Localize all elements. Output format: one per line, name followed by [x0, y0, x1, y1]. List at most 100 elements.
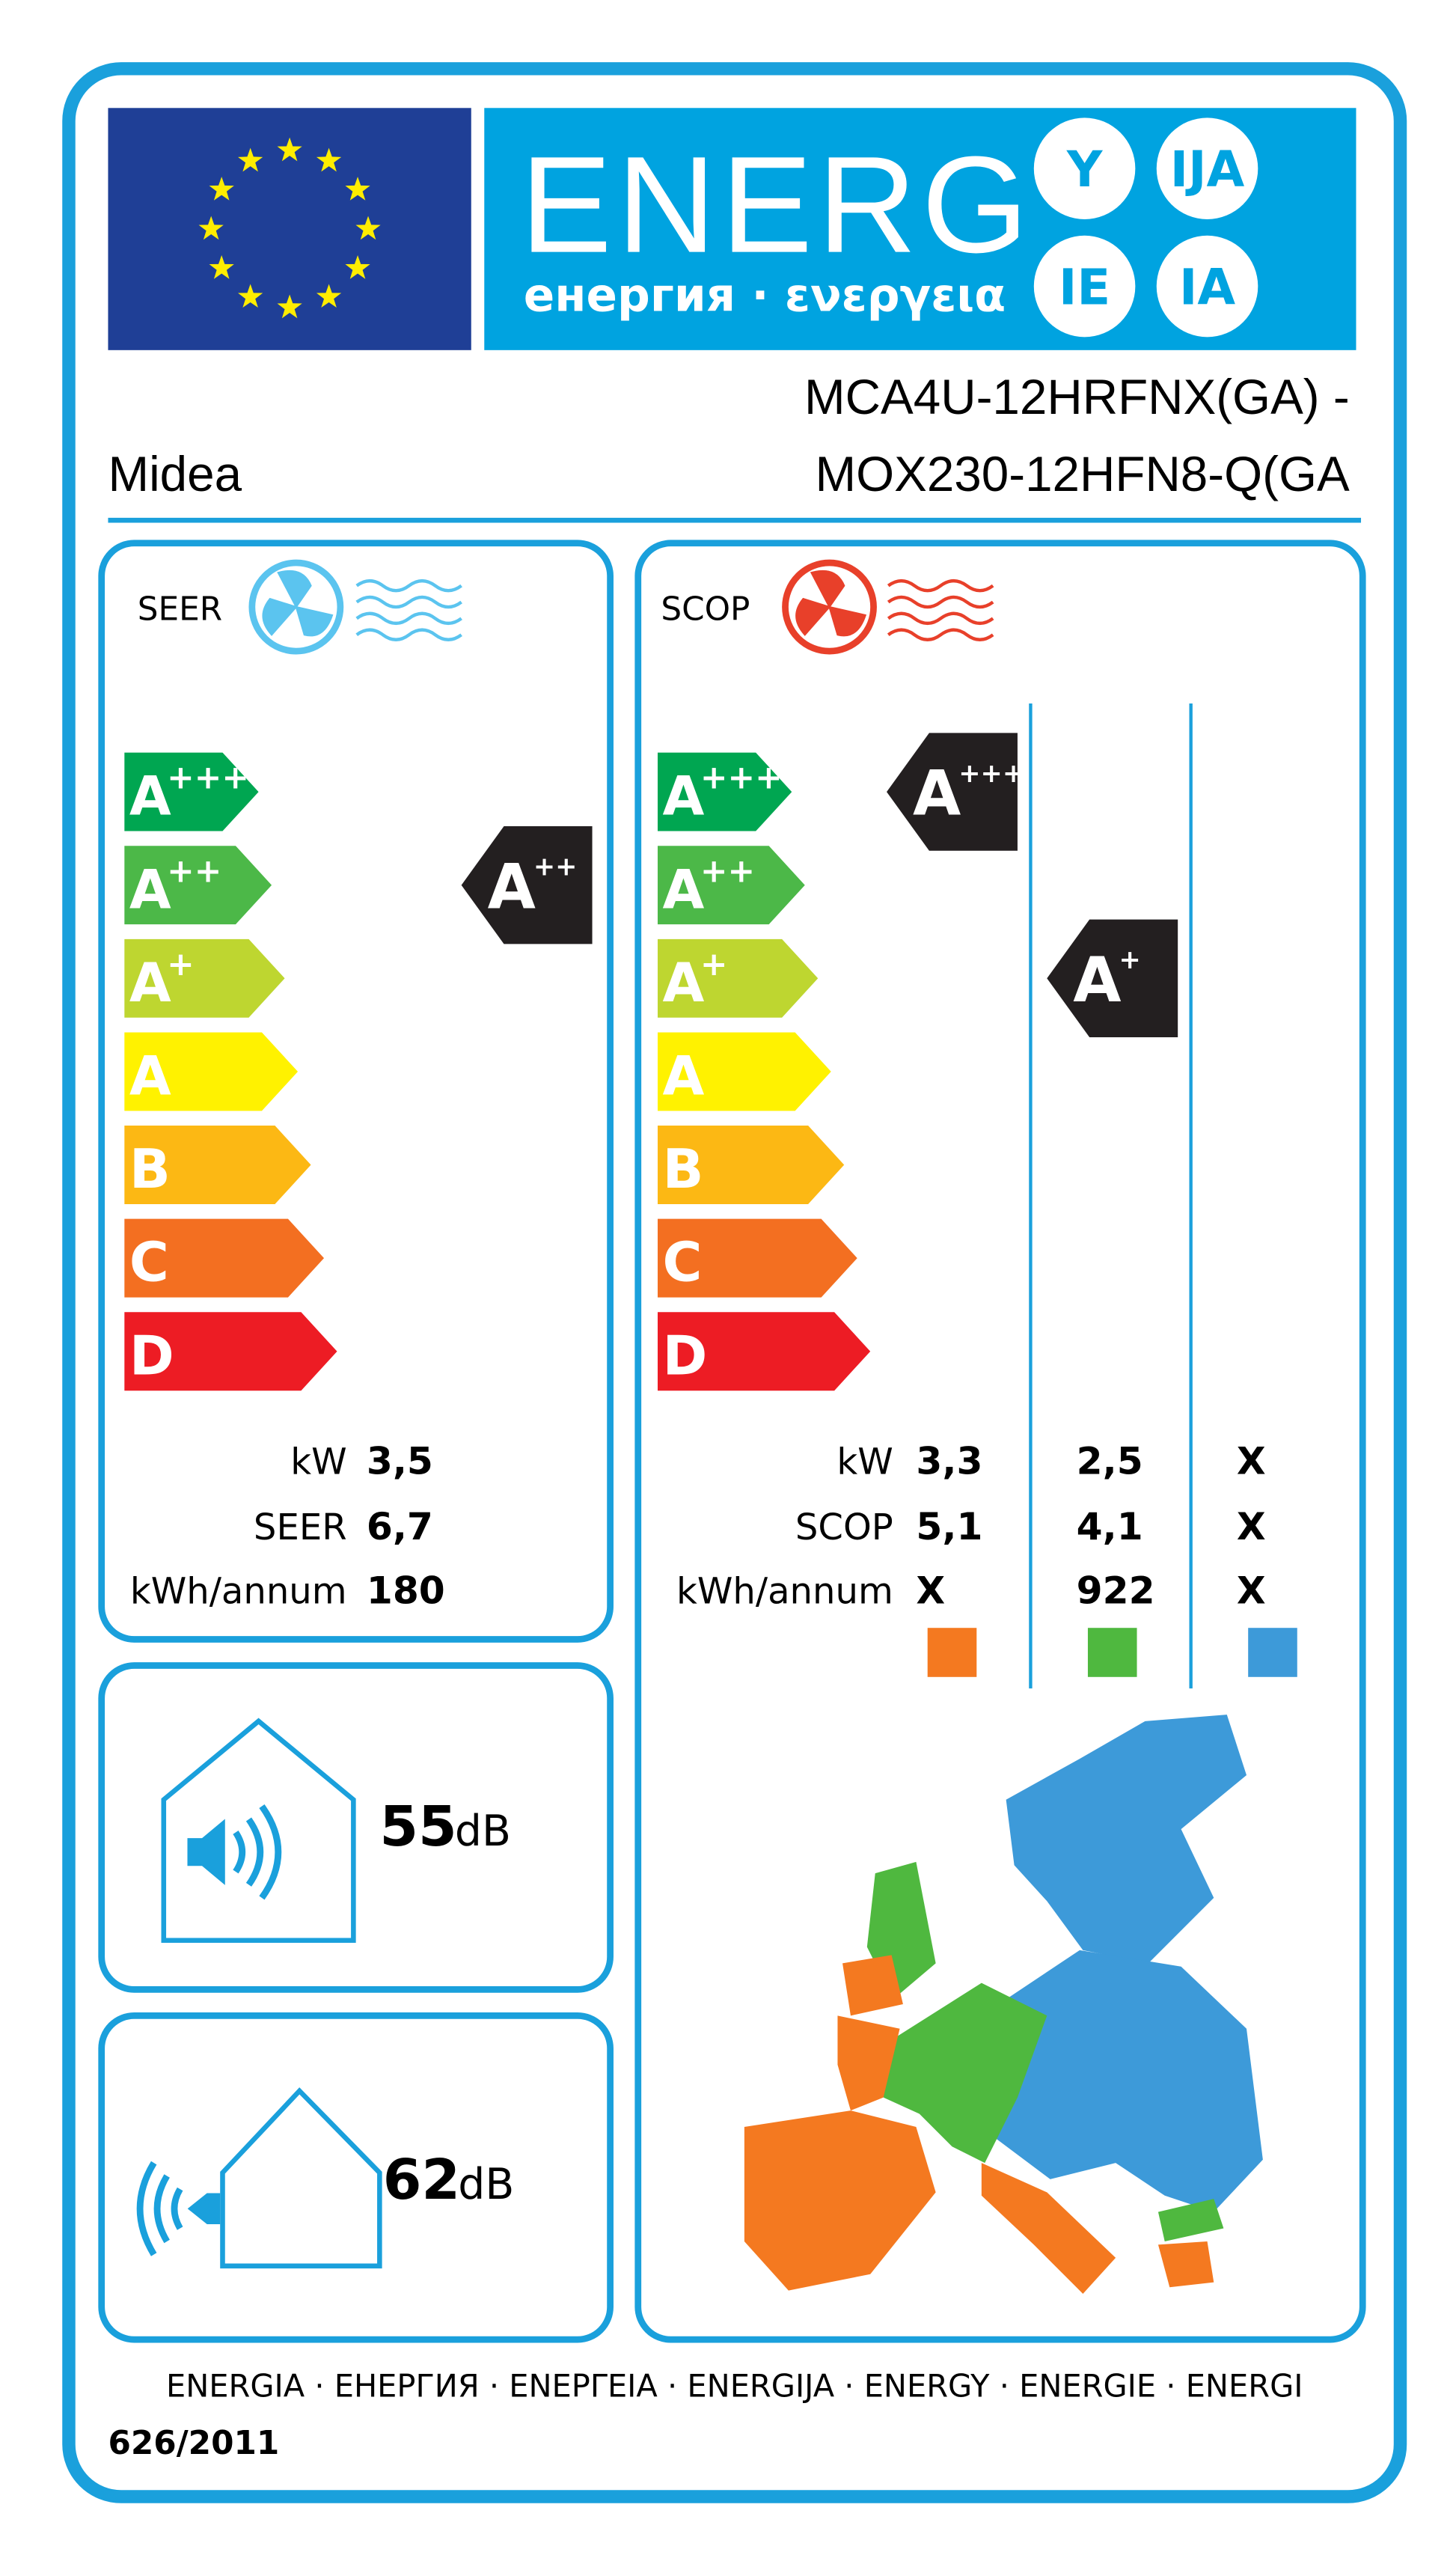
class-letter: D	[663, 1325, 708, 1388]
class-letter: C	[663, 1232, 703, 1295]
row-label: kW	[836, 1441, 893, 1483]
row-label: kWh/annum	[676, 1570, 893, 1612]
class-letter: B	[663, 1138, 704, 1201]
cooling-panel	[98, 540, 614, 1643]
class-letter: A	[129, 766, 171, 828]
language-suffixes: Y IJA IE IA	[1033, 117, 1258, 338]
map-region	[981, 2163, 1116, 2294]
zone-swatch	[927, 1628, 977, 1677]
rating-plus: +++	[958, 759, 1024, 789]
class-letter: A	[663, 952, 705, 1015]
class-arrow	[124, 1312, 337, 1391]
rating-arrow	[887, 733, 1018, 851]
star	[277, 294, 302, 319]
suffix-text: IJA	[1170, 141, 1245, 198]
cooling-fan-icon	[248, 559, 462, 655]
suffix-circle	[1033, 235, 1136, 338]
climate-map	[744, 1715, 1263, 2294]
suffix-circle	[1033, 117, 1136, 219]
heating-fan-icon	[782, 559, 994, 655]
class-letter: D	[129, 1325, 174, 1388]
class-arrow	[124, 752, 259, 831]
suffix-circle	[1156, 117, 1258, 219]
banner-subtitle: енергия · ενεργεια	[524, 269, 1006, 322]
map-region	[842, 1955, 903, 2016]
row-value: X	[1237, 1568, 1266, 1612]
outdoor-noise-unit: dB	[458, 2160, 514, 2209]
star	[355, 216, 381, 240]
class-arrow	[657, 1126, 845, 1204]
class-plus: ++	[700, 852, 755, 890]
class-arrow	[124, 1126, 311, 1204]
class-plus: +	[167, 945, 195, 983]
rating-letter: A	[1073, 944, 1121, 1016]
row-value: X	[916, 1568, 945, 1612]
suffix-circle	[1156, 235, 1258, 338]
row-value: 5,1	[916, 1504, 982, 1548]
row-value: 180	[367, 1568, 445, 1612]
rating-plus: ++	[533, 852, 578, 882]
cooling-label: SEER	[138, 590, 222, 629]
star	[277, 137, 302, 162]
rating-letter: A	[913, 757, 961, 830]
indoor-icon	[161, 1718, 356, 1944]
class-letter: A	[663, 858, 705, 921]
map-region	[1006, 1715, 1247, 1964]
star	[238, 284, 263, 308]
rating-arrow	[1047, 919, 1178, 1038]
suffix-text: Y	[1066, 141, 1104, 198]
row-value: 2,5	[1077, 1439, 1143, 1483]
class-letter: A	[129, 1045, 171, 1108]
class-arrow	[657, 1032, 831, 1111]
row-label: kWh/annum	[130, 1570, 347, 1612]
star	[345, 177, 370, 201]
row-value: 3,5	[367, 1439, 433, 1483]
indoor-noise-panel	[98, 1662, 614, 1993]
class-arrow	[124, 938, 285, 1018]
heating-panel	[634, 540, 1366, 2343]
suffix-text: IA	[1179, 260, 1235, 317]
row-value: X	[1237, 1504, 1266, 1548]
class-arrow	[124, 1032, 299, 1111]
map-region	[837, 2015, 900, 2111]
row-label: kW	[290, 1441, 346, 1483]
class-letter: A	[129, 952, 171, 1015]
suffix-text: IE	[1059, 260, 1110, 317]
indoor-noise-unit: dB	[455, 1807, 511, 1856]
outdoor-noise-panel	[98, 2012, 614, 2343]
row-value: X	[1237, 1439, 1266, 1483]
row-label: SCOP	[795, 1506, 893, 1548]
zone-swatch	[1087, 1628, 1137, 1677]
class-plus: +++	[700, 759, 783, 797]
class-arrow	[657, 846, 805, 925]
class-letter: A	[663, 1045, 705, 1108]
class-plus: ++	[167, 852, 221, 890]
class-letter: C	[129, 1232, 169, 1295]
row-value: 3,3	[916, 1439, 982, 1483]
class-letter: A	[129, 858, 171, 921]
class-arrow	[657, 938, 819, 1018]
class-plus: +	[700, 945, 728, 983]
class-arrow	[124, 1218, 325, 1298]
regulation: 626/2011	[108, 2424, 279, 2462]
star	[345, 255, 370, 279]
star	[238, 147, 263, 172]
class-arrow	[657, 1312, 871, 1391]
rating-arrow	[461, 825, 593, 944]
flag-stars	[198, 137, 381, 319]
outdoor-noise-value: 62	[383, 2147, 460, 2212]
rating-letter: A	[488, 850, 536, 923]
star	[209, 255, 234, 279]
star	[209, 177, 234, 201]
map-region	[1157, 2199, 1224, 2242]
heating-label: SCOP	[661, 590, 750, 629]
row-value: 4,1	[1077, 1504, 1143, 1548]
star	[316, 147, 342, 172]
class-arrow	[124, 846, 272, 925]
indoor-noise-value: 55	[379, 1794, 456, 1859]
model-line: MCA4U-12HRFNX(GA) -	[804, 370, 1350, 424]
row-label: SEER	[254, 1506, 347, 1548]
class-plus: +++	[167, 759, 249, 797]
